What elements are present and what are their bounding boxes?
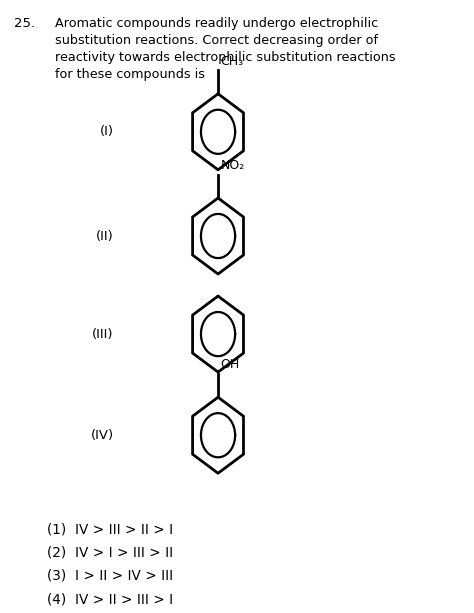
Text: (2)  IV > I > III > II: (2) IV > I > III > II bbox=[47, 546, 173, 560]
Text: (II): (II) bbox=[96, 229, 114, 243]
Text: (III): (III) bbox=[92, 327, 114, 341]
Text: (4)  IV > II > III > I: (4) IV > II > III > I bbox=[47, 592, 173, 606]
Text: (I): (I) bbox=[100, 125, 114, 139]
Text: OH: OH bbox=[220, 359, 240, 371]
Text: 25.: 25. bbox=[14, 17, 36, 29]
Text: CH₃: CH₃ bbox=[220, 55, 244, 68]
Text: Aromatic compounds readily undergo electrophilic
substitution reactions. Correct: Aromatic compounds readily undergo elect… bbox=[55, 17, 395, 80]
Text: (IV): (IV) bbox=[91, 428, 114, 442]
Text: (3)  I > II > IV > III: (3) I > II > IV > III bbox=[47, 569, 173, 583]
Text: NO₂: NO₂ bbox=[220, 159, 245, 172]
Text: (1)  IV > III > II > I: (1) IV > III > II > I bbox=[47, 522, 173, 536]
